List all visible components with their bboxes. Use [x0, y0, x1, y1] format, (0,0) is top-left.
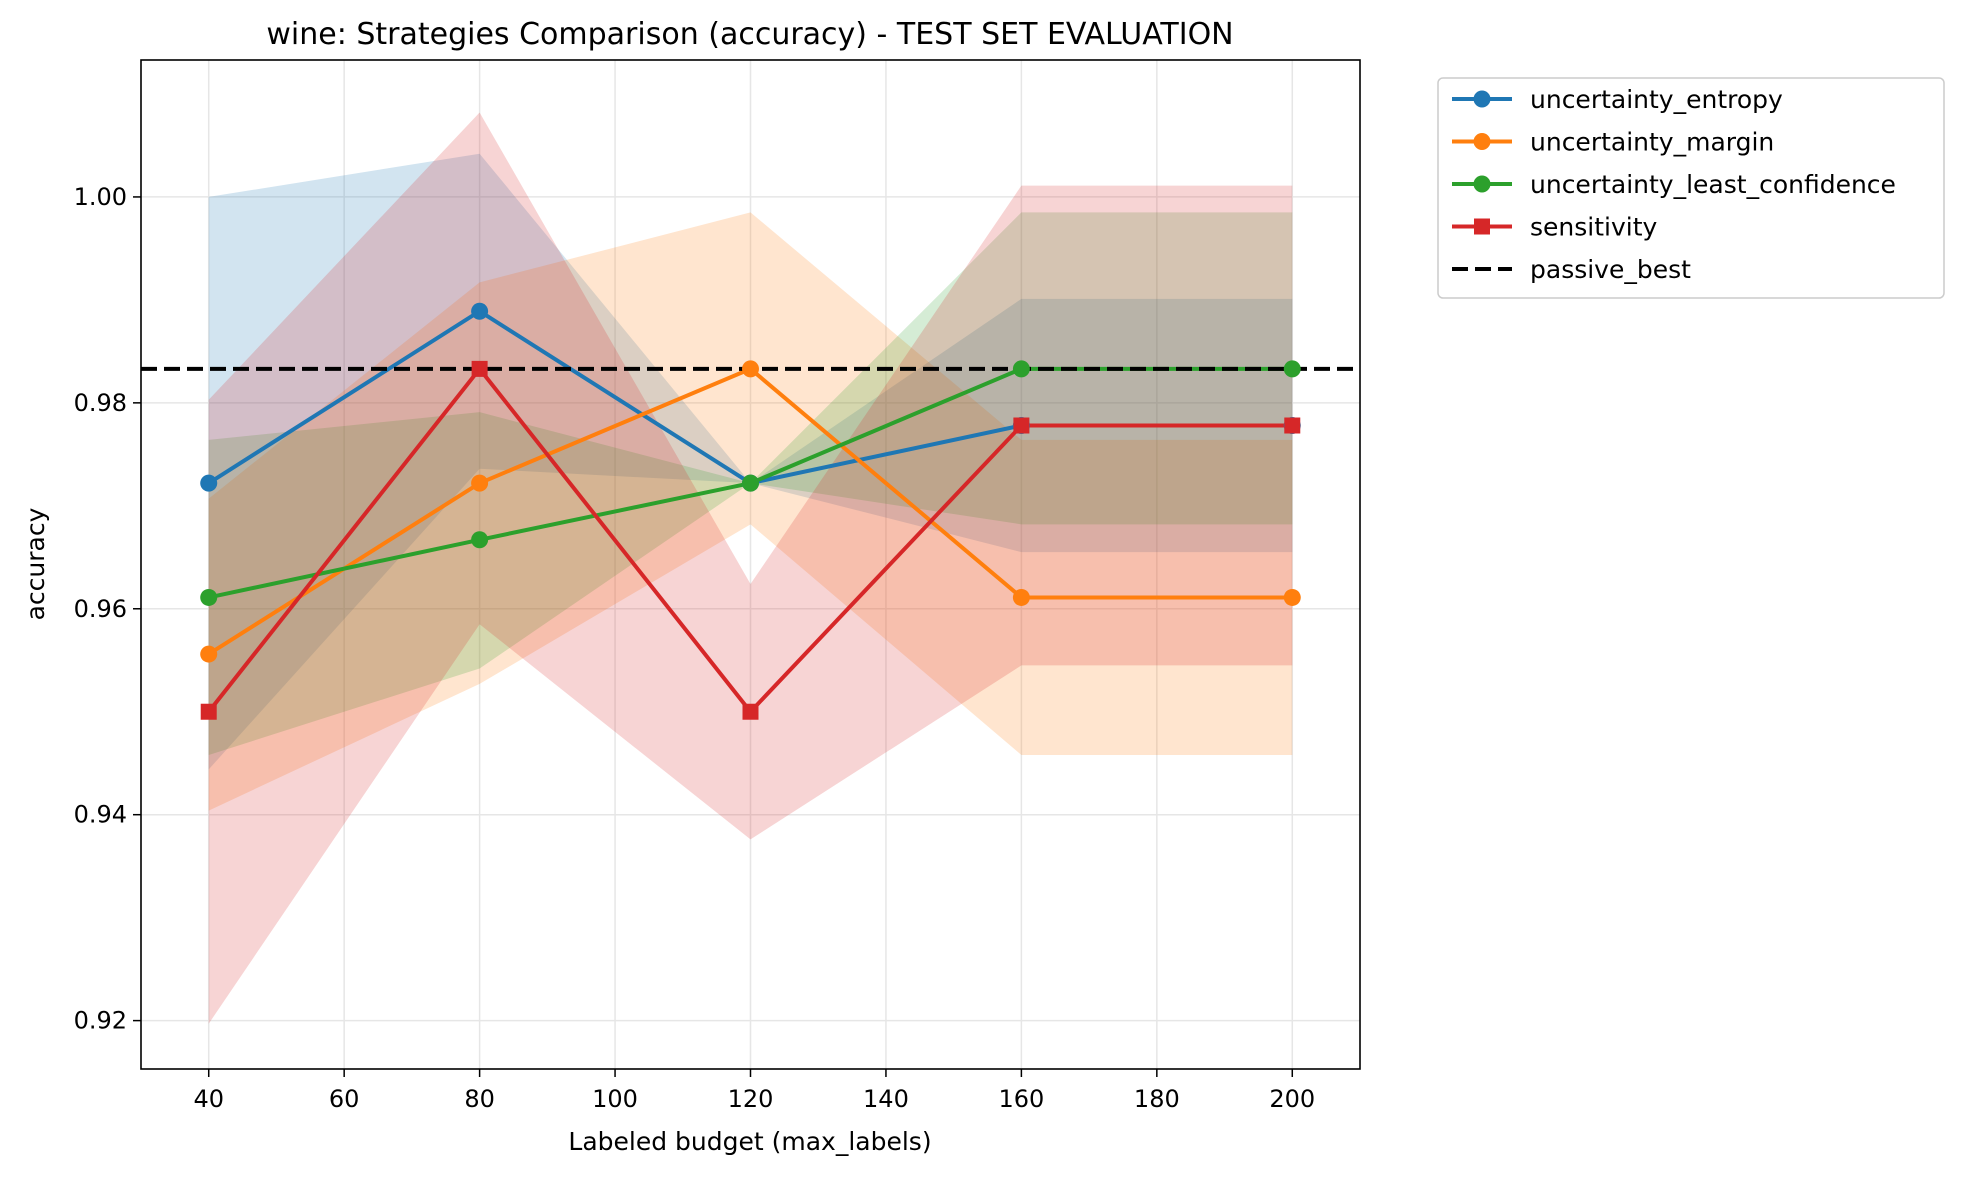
- grid: [141, 60, 1360, 1069]
- legend-item: sensitivity: [1452, 213, 1658, 242]
- x-tick-label: 140: [863, 1085, 909, 1113]
- point-uncertainty_margin: [1012, 588, 1030, 606]
- legend-label: uncertainty_entropy: [1530, 85, 1783, 114]
- x-axis-ticks: 40 60 80 100 120 140 160 180 200: [193, 1069, 1315, 1113]
- legend-swatch-marker: [1473, 90, 1491, 108]
- y-tick-label: 0.98: [74, 389, 127, 417]
- point-uncertainty_least_confidence: [1283, 360, 1301, 378]
- y-tick-label: 0.92: [74, 1007, 127, 1035]
- band-uncertainty_least_confidence: [208, 212, 1293, 755]
- legend: uncertainty_entropy uncertainty_marginunc…: [1437, 77, 1945, 299]
- point-sensitivity: [1284, 417, 1301, 434]
- point-sensitivity: [742, 703, 759, 720]
- point-uncertainty_margin: [471, 474, 489, 492]
- legend-label: sensitivity: [1530, 213, 1658, 242]
- x-tick-label: 200: [1269, 1085, 1315, 1113]
- point-uncertainty_least_confidence: [200, 588, 218, 606]
- point-uncertainty_margin: [742, 360, 759, 378]
- legend-swatch-marker: [1474, 218, 1490, 235]
- y-axis-ticks: 0.92 0.94 0.96 0.98 1.00: [74, 183, 141, 1035]
- x-tick-label: 60: [329, 1085, 360, 1113]
- point-uncertainty_entropy: [200, 474, 218, 492]
- band-sensitivity: [208, 112, 1293, 1024]
- x-tick-label: 40: [193, 1085, 224, 1113]
- legend-frame: [1437, 77, 1945, 299]
- x-tick-label: 180: [1134, 1085, 1180, 1113]
- legend-label: uncertainty_least_confidence: [1530, 170, 1896, 199]
- point-sensitivity: [1013, 417, 1030, 434]
- y-axis-label: accuracy: [21, 507, 50, 620]
- y-tick-label: 0.94: [74, 801, 127, 829]
- legend-item: uncertainty_least_confidence: [1452, 170, 1896, 199]
- series-markers: [200, 302, 1301, 720]
- point-uncertainty_least_confidence: [471, 531, 489, 549]
- legend-swatch-marker: [1473, 175, 1491, 193]
- legend-label: passive_best: [1530, 255, 1691, 284]
- point-uncertainty_entropy: [471, 302, 489, 320]
- y-tick-label: 0.96: [74, 595, 127, 623]
- y-tick-label: 1.00: [74, 183, 127, 211]
- x-tick-label: 120: [728, 1085, 774, 1113]
- legend-item: uncertainty_entropy: [1452, 85, 1783, 114]
- x-tick-label: 160: [998, 1085, 1044, 1113]
- x-tick-label: 80: [464, 1085, 495, 1113]
- point-sensitivity: [471, 360, 488, 377]
- legend-item: passive_best: [1452, 255, 1691, 284]
- chart-title: wine: Strategies Comparison (accuracy) -…: [266, 17, 1233, 52]
- point-uncertainty_least_confidence: [1012, 360, 1030, 378]
- point-uncertainty_margin: [200, 645, 218, 663]
- legend-label: uncertainty_margin: [1530, 128, 1774, 157]
- point-uncertainty_margin: [1283, 588, 1301, 606]
- legend-item: uncertainty_margin: [1452, 128, 1774, 157]
- x-tick-label: 100: [592, 1085, 638, 1113]
- point-sensitivity: [200, 703, 217, 720]
- x-axis-label: Labeled budget (max_labels): [568, 1127, 931, 1156]
- point-uncertainty_least_confidence: [742, 474, 759, 492]
- legend-swatch-marker: [1473, 133, 1491, 150]
